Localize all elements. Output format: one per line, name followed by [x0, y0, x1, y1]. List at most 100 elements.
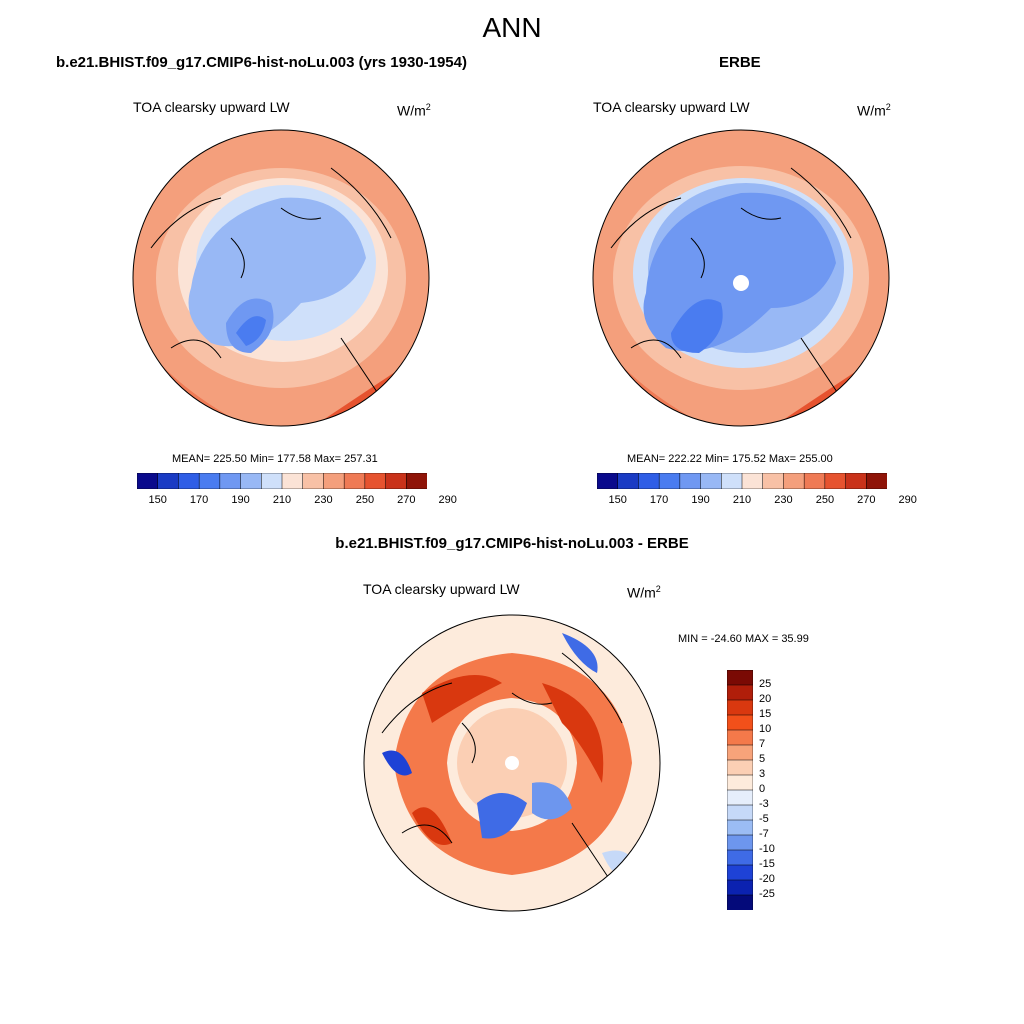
- diff-colorbar-tick-label: -15: [759, 858, 775, 870]
- colorbar-swatch: [323, 473, 345, 489]
- diff-colorbar-swatch: [727, 744, 753, 761]
- colorbar-swatch: [783, 473, 805, 489]
- diff-colorbar-swatch: [727, 774, 753, 791]
- obs-polar-map: [592, 129, 890, 427]
- diff-field-cold-asia: [562, 633, 598, 673]
- colorbar-swatch: [137, 473, 159, 489]
- model-variable-label: TOA clearsky upward LW: [133, 99, 290, 115]
- colorbar-swatch: [658, 473, 681, 489]
- model-units-label: W/m2: [397, 102, 431, 119]
- diff-stats: MIN = -24.60 MAX = 35.99: [678, 633, 809, 645]
- colorbar-tick-label: 270: [397, 494, 416, 506]
- colorbar-swatch: [845, 473, 867, 489]
- obs-variable-label: TOA clearsky upward LW: [593, 99, 750, 115]
- diff-colorbar-tick-label: -20: [759, 873, 775, 885]
- colorbar-tick-label: 210: [272, 494, 292, 506]
- model-case-title: b.e21.BHIST.f09_g17.CMIP6-hist-noLu.003 …: [56, 54, 467, 71]
- obs-stats: MEAN= 222.22 Min= 175.52 Max= 255.00: [627, 453, 833, 465]
- colorbar-swatch: [866, 473, 887, 489]
- colorbar-tick-label: 170: [189, 494, 209, 506]
- diff-field-cold-pacific: [382, 750, 412, 776]
- obs-coastlines: [610, 167, 852, 399]
- diff-colorbar-swatch: [727, 804, 753, 821]
- colorbar-swatch: [406, 473, 427, 489]
- colorbar-swatch: [385, 473, 407, 489]
- obs-colorbar: [597, 473, 887, 489]
- diff-field-warm-north: [422, 675, 502, 723]
- diff-colorbar-tick-label: 15: [759, 708, 772, 720]
- colorbar-swatch: [178, 473, 200, 489]
- diff-colorbar-tick-label: -10: [759, 843, 775, 855]
- diff-polar-map: [363, 614, 661, 912]
- diff-colorbar-tick-label: -5: [759, 813, 769, 825]
- diff-colorbar-swatch: [727, 684, 753, 701]
- colorbar-swatch: [741, 473, 764, 489]
- colorbar-tick-label: 190: [691, 494, 710, 506]
- colorbar-swatch: [198, 473, 221, 489]
- diff-map-border: [363, 614, 661, 912]
- colorbar-swatch: [638, 473, 660, 489]
- diff-colorbar-swatch: [727, 834, 753, 851]
- model-polar-map: [132, 129, 430, 427]
- diff-colorbar-swatch: [727, 864, 753, 881]
- diff-field-cold-atlantic: [532, 782, 572, 820]
- colorbar-swatch: [762, 473, 784, 489]
- colorbar-tick-label: 170: [649, 494, 669, 506]
- diff-units-label: W/m2: [627, 584, 661, 601]
- colorbar-swatch: [343, 473, 366, 489]
- diff-colorbar-swatch: [727, 894, 753, 910]
- colorbar-swatch: [679, 473, 702, 489]
- model-field-greenland-core: [236, 316, 266, 346]
- diff-field-warm-east: [542, 683, 604, 783]
- colorbar-swatch: [824, 473, 847, 489]
- model-map-border: [132, 129, 430, 427]
- colorbar-tick-label: 150: [608, 494, 627, 506]
- diff-colorbar-ticks: 25 20 15 10 7 5 3 0 -3 -5 -7 -10 -15 -20 -25: [759, 670, 799, 910]
- diff-colorbar-swatch: [727, 879, 753, 896]
- colorbar-swatch: [700, 473, 722, 489]
- diff-colorbar-swatch: [727, 699, 753, 716]
- diff-case-title: b.e21.BHIST.f09_g17.CMIP6-hist-noLu.003 …: [335, 535, 689, 552]
- diff-colorbar-tick-label: 5: [759, 753, 766, 765]
- page-title: ANN: [482, 12, 542, 43]
- diff-colorbar-swatch: [727, 789, 753, 806]
- diff-coastlines: [381, 652, 623, 884]
- diff-colorbar-swatch: [727, 670, 753, 686]
- diff-colorbar-tick-label: 0: [759, 783, 766, 795]
- colorbar-swatch: [240, 473, 262, 489]
- obs-pole-hole: [733, 275, 749, 291]
- diff-colorbar-swatch: [727, 729, 753, 746]
- colorbar-swatch: [721, 473, 743, 489]
- colorbar-swatch: [157, 473, 179, 489]
- colorbar-swatch: [219, 473, 242, 489]
- diff-colorbar-tick-label: -7: [759, 828, 769, 840]
- colorbar-tick-label: 150: [148, 494, 167, 506]
- diff-colorbar-tick-label: -3: [759, 798, 769, 810]
- obs-case-title: ERBE: [719, 54, 761, 71]
- colorbar-tick-label: 270: [857, 494, 876, 506]
- diff-colorbar-tick-label: 10: [759, 723, 772, 735]
- diff-colorbar: [727, 670, 753, 910]
- diff-field-cold-greenland: [477, 793, 527, 839]
- obs-colorbar-ticks: 150 170 190 210 230 250 270 290: [597, 494, 917, 508]
- diff-variable-label: TOA clearsky upward LW: [363, 581, 520, 597]
- colorbar-tick-label: 250: [815, 494, 835, 506]
- model-stats: MEAN= 225.50 Min= 177.58 Max= 257.31: [172, 453, 378, 465]
- colorbar-swatch: [302, 473, 324, 489]
- colorbar-tick-label: 210: [732, 494, 752, 506]
- diff-colorbar-tick-label: 7: [759, 738, 766, 750]
- colorbar-tick-label: 250: [355, 494, 375, 506]
- colorbar-tick-label: 230: [774, 494, 793, 506]
- diff-colorbar-swatch: [727, 849, 753, 866]
- colorbar-swatch: [803, 473, 826, 489]
- diff-colorbar-tick-label: 3: [759, 768, 766, 780]
- colorbar-swatch: [281, 473, 304, 489]
- colorbar-tick-label: 230: [314, 494, 333, 506]
- obs-map-border: [592, 129, 890, 427]
- model-colorbar-ticks: 150 170 190 210 230 250 270 290: [137, 494, 457, 508]
- diff-colorbar-tick-label: -25: [759, 888, 775, 900]
- diff-colorbar-swatch: [727, 714, 753, 731]
- diff-colorbar-tick-label: 20: [759, 693, 772, 705]
- model-colorbar: [137, 473, 427, 489]
- colorbar-swatch: [261, 473, 283, 489]
